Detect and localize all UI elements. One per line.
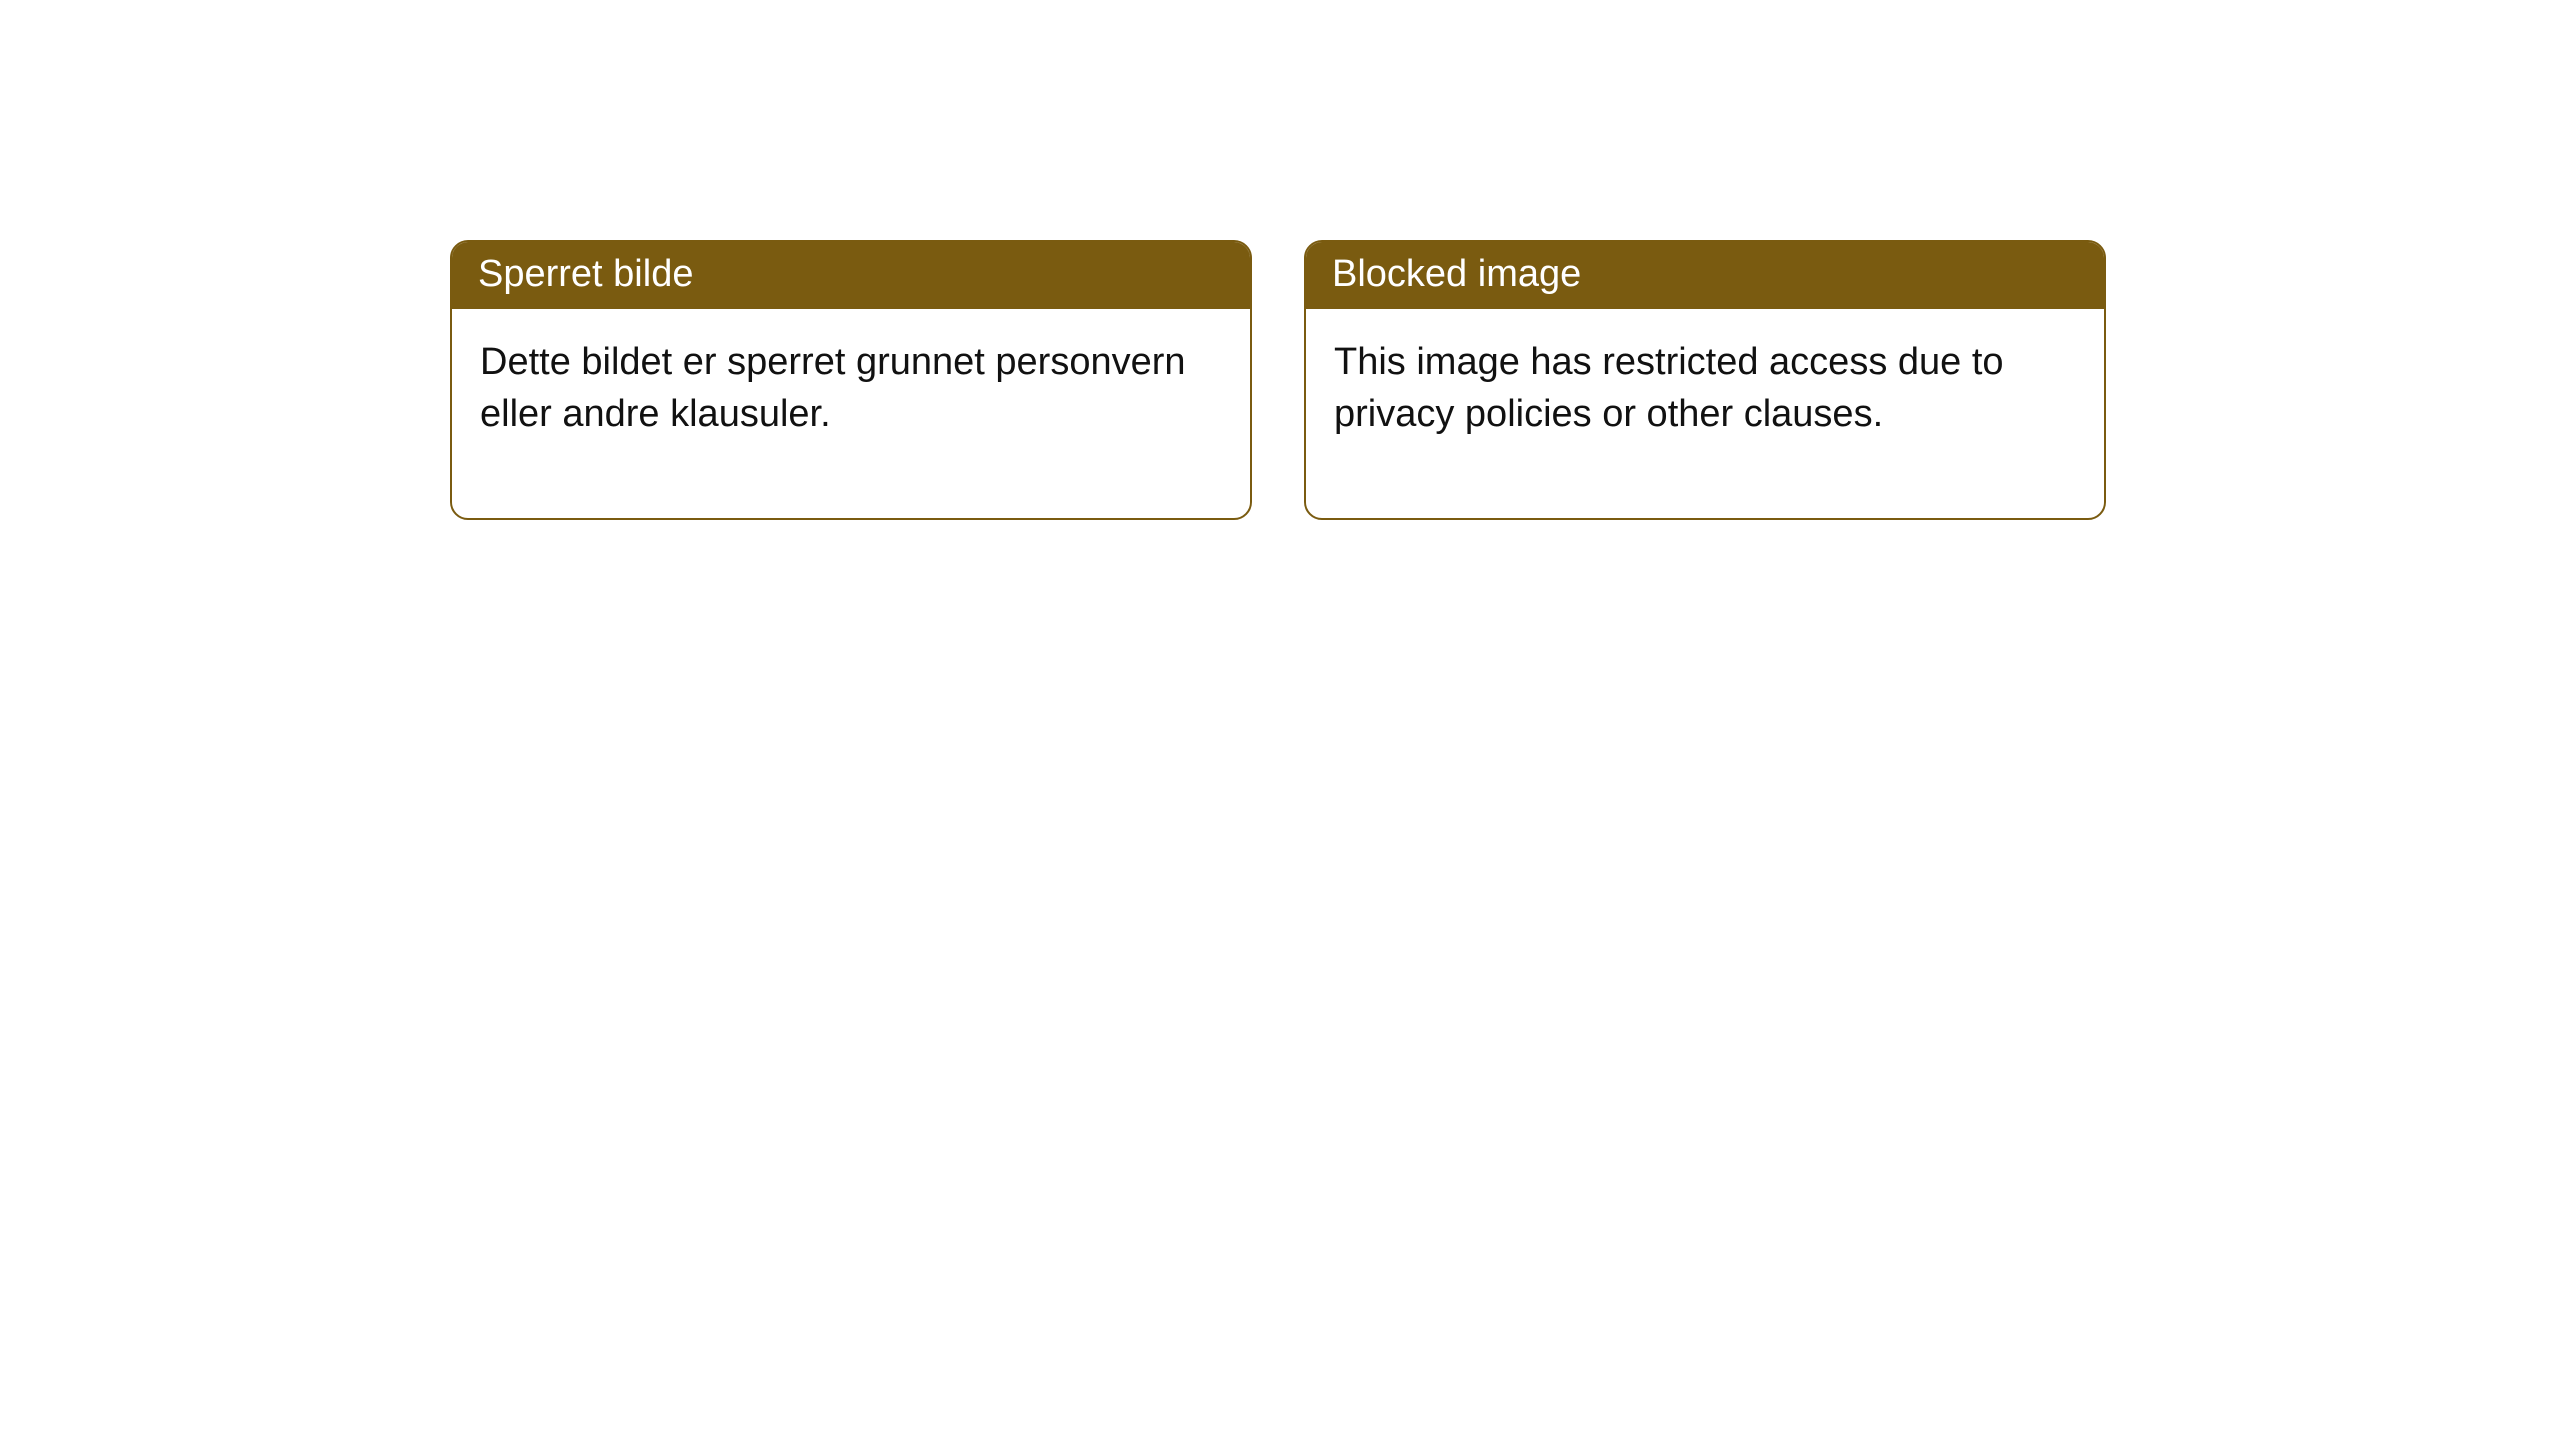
notice-container: Sperret bilde Dette bildet er sperret gr… <box>0 0 2560 520</box>
notice-card-en: Blocked image This image has restricted … <box>1304 240 2106 520</box>
notice-body-en: This image has restricted access due to … <box>1306 309 2104 518</box>
notice-title-en: Blocked image <box>1306 242 2104 309</box>
notice-title-no: Sperret bilde <box>452 242 1250 309</box>
notice-body-no: Dette bildet er sperret grunnet personve… <box>452 309 1250 518</box>
notice-card-no: Sperret bilde Dette bildet er sperret gr… <box>450 240 1252 520</box>
